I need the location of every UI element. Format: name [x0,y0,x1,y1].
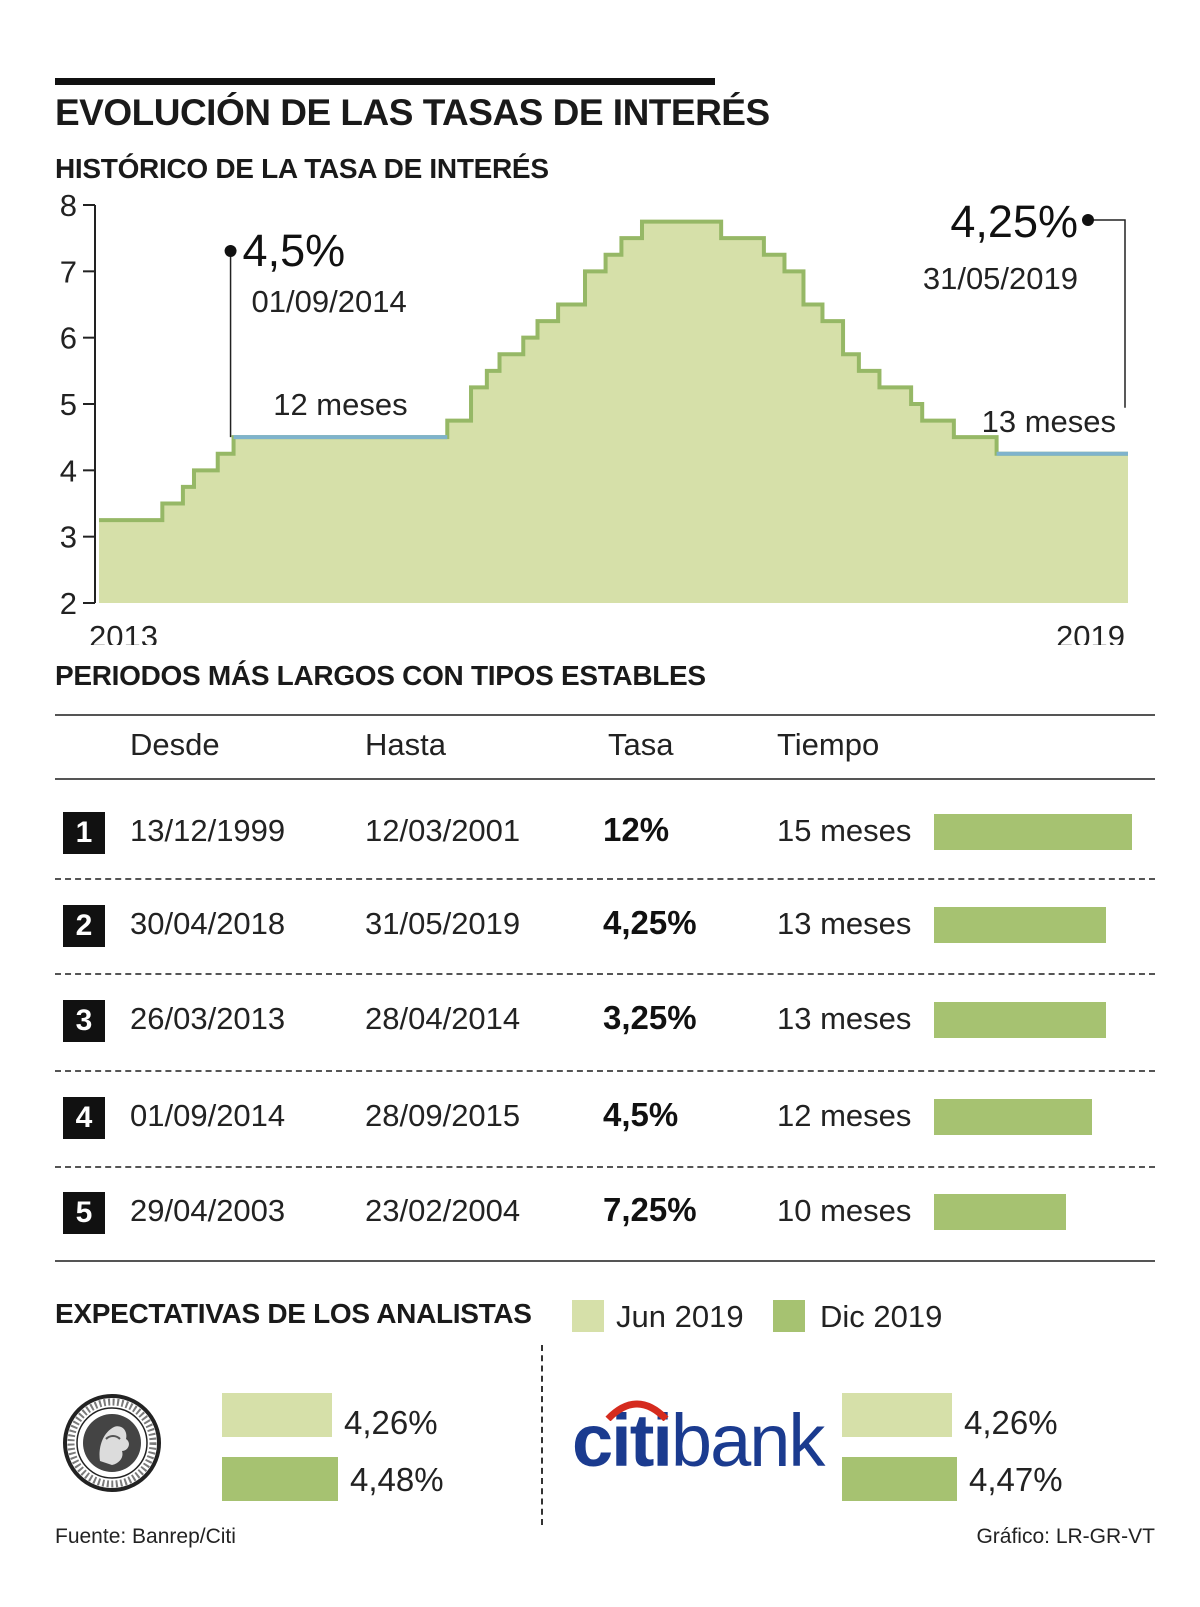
desde-cell: 13/12/1999 [130,813,286,848]
x-tick-label: 2019 [1056,619,1125,645]
header-desde: Desde [130,727,220,762]
banrep-jun-bar [222,1393,332,1437]
y-tick-label: 3 [60,520,77,555]
header-hasta: Hasta [365,727,446,762]
x-tick-label: 2013 [89,619,158,645]
credit-note: Gráfico: LR-GR-VT [976,1525,1155,1548]
hasta-cell: 28/09/2015 [365,1098,521,1133]
duration-bar [934,1002,1106,1038]
banrep-dic-value: 4,48% [350,1461,444,1498]
tasa-cell: 12% [603,811,670,848]
rank-badge: 1 [63,812,105,854]
tiempo-cell: 13 meses [777,1001,912,1036]
tiempo-cell: 15 meses [777,813,912,848]
expectations-divider [541,1345,543,1525]
annotation-leader [1088,219,1126,408]
annotation-dot [224,245,237,257]
tasa-cell: 7,25% [603,1191,697,1228]
desde-cell: 29/04/2003 [130,1193,286,1228]
tiempo-cell: 10 meses [777,1193,912,1228]
tiempo-cell: 12 meses [777,1098,912,1133]
row-divider [55,878,1155,880]
y-tick-label: 5 [60,387,77,422]
duration-bar [934,1099,1092,1135]
desde-cell: 01/09/2014 [130,1098,286,1133]
citi-arc-icon [605,1400,669,1421]
annotation-date: 01/09/2014 [252,284,407,319]
tasa-cell: 4,5% [603,1096,679,1133]
banrep-seal-logo [63,1394,161,1492]
legend-label-jun: Jun 2019 [616,1299,744,1334]
hasta-cell: 23/02/2004 [365,1193,521,1228]
duration-bar [934,814,1132,850]
rank-badge: 3 [63,1000,105,1042]
citi-dic-bar [842,1457,957,1501]
legend-swatch-dic [773,1300,805,1332]
legend-swatch-jun [572,1300,604,1332]
desde-cell: 26/03/2013 [130,1001,286,1036]
rank-badge: 4 [63,1097,105,1139]
y-tick-label: 6 [60,321,77,356]
rate-step-line [99,219,1128,523]
tasa-cell: 3,25% [603,999,697,1036]
stable-period-label: 12 meses [273,387,407,422]
rate-history-chart: 12 meses 13 meses 2 3 4 5 6 7 8 2013 2019 4,5% 01/09… [60,188,1128,645]
y-tick-label: 7 [60,254,77,289]
citi-dic-value: 4,47% [969,1461,1063,1498]
area-fill [99,221,1128,604]
row-divider [55,1070,1155,1072]
source-note: Fuente: Banrep/Citi [55,1525,236,1548]
tasa-cell: 4,25% [603,904,697,941]
table-bottom-rule [55,1260,1155,1262]
periods-title: PERIODOS MÁS LARGOS CON TIPOS ESTABLES [55,660,706,691]
stable-period-label: 13 meses [982,404,1116,439]
banrep-dic-bar [222,1457,338,1501]
row-divider [55,1166,1155,1168]
citi-jun-bar [842,1393,952,1437]
y-tick-label: 4 [60,453,77,488]
annotation-dot [1082,214,1094,226]
chart-title: HISTÓRICO DE LA TASA DE INTERÉS [55,153,549,184]
rank-badge: 2 [63,905,105,947]
bank-logo-text: bank [670,1399,825,1482]
table-header-rule [55,778,1155,780]
expectations-title: EXPECTATIVAS DE LOS ANALISTAS [55,1298,532,1329]
annotation-value: 4,5% [243,225,346,276]
top-rule [55,78,715,85]
row-divider [55,973,1155,975]
y-tick-label: 2 [60,586,77,621]
legend-label-dic: Dic 2019 [820,1299,943,1334]
header-tasa: Tasa [608,727,674,762]
table-top-rule [55,714,1155,716]
duration-bar [934,907,1106,943]
hasta-cell: 28/04/2014 [365,1001,521,1036]
hasta-cell: 31/05/2019 [365,906,521,941]
page-title: EVOLUCIÓN DE LAS TASAS DE INTERÉS [55,92,770,133]
hasta-cell: 12/03/2001 [365,813,521,848]
annotation-value: 4,25% [950,196,1078,247]
duration-bar [934,1194,1066,1230]
citi-jun-value: 4,26% [964,1404,1058,1441]
banrep-jun-value: 4,26% [344,1404,438,1441]
annotation-date: 31/05/2019 [923,261,1078,296]
tiempo-cell: 13 meses [777,906,912,941]
header-tiempo: Tiempo [777,727,880,762]
desde-cell: 30/04/2018 [130,906,286,941]
y-tick-label: 8 [60,188,77,223]
rank-badge: 5 [63,1192,105,1234]
